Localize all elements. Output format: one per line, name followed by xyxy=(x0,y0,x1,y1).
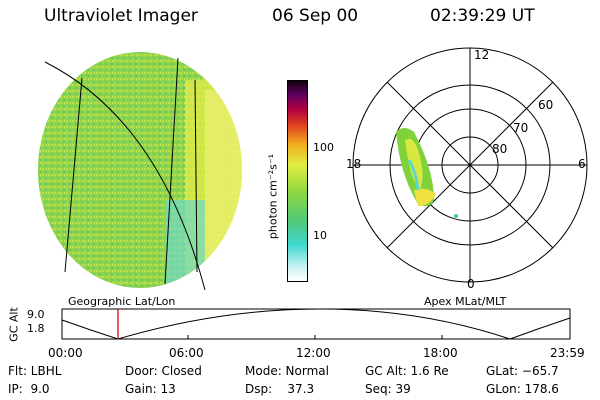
geographic-image xyxy=(38,52,242,291)
geo-caption: Geographic Lat/Lon xyxy=(68,295,176,308)
x-tick-0000: 00:00 xyxy=(48,346,83,360)
info-glon: GLon: 178.6 xyxy=(486,382,559,396)
instrument-title: Ultraviolet Imager xyxy=(44,6,198,26)
colorbar-tick-100: 100 xyxy=(313,141,334,154)
info-glat: GLat: −65.7 xyxy=(486,364,559,378)
geo-disk xyxy=(38,52,242,288)
polar-label-12: 12 xyxy=(474,48,490,62)
time-label: 02:39:29 UT xyxy=(430,6,535,26)
altitude-strip xyxy=(61,308,571,340)
colorbar xyxy=(287,80,308,282)
info-ip: IP: 9.0 xyxy=(8,382,50,396)
info-door: Door: Closed xyxy=(125,364,202,378)
polar-label-6: 6 xyxy=(578,157,586,171)
x-tick-1200: 12:00 xyxy=(296,346,331,360)
altitude-tick-1-8: 1.8 xyxy=(27,322,45,335)
polar-label-18: 18 xyxy=(346,157,362,171)
info-flt: Flt: LBHL xyxy=(8,364,62,378)
polar-lat-80: 80 xyxy=(492,142,508,156)
polar-lat-70: 70 xyxy=(513,121,529,135)
x-tick-0600: 06:00 xyxy=(169,346,204,360)
polar-plot xyxy=(352,47,588,283)
colorbar-tick-10: 10 xyxy=(313,229,327,242)
polar-aurora xyxy=(396,128,458,218)
polar-caption: Apex MLat/MLT xyxy=(424,295,507,308)
geo-grid xyxy=(44,57,206,291)
altitude-tick-9: 9.0 xyxy=(27,308,45,321)
info-mode: Mode: Normal xyxy=(245,364,329,378)
info-dsp: Dsp: 37.3 xyxy=(245,382,315,396)
altitude-axis-label: GC Alt xyxy=(7,307,21,342)
x-tick-2359: 23:59 xyxy=(550,346,585,360)
colorbar-unit-label: photon cm⁻²s⁻¹ xyxy=(266,153,280,240)
polar-lat-60: 60 xyxy=(538,98,554,112)
info-gain: Gain: 13 xyxy=(125,382,176,396)
polar-label-0: 0 xyxy=(467,277,475,291)
date-label: 06 Sep 00 xyxy=(272,6,359,26)
x-tick-1800: 18:00 xyxy=(423,346,458,360)
info-seq: Seq: 39 xyxy=(365,382,411,396)
info-gcalt: GC Alt: 1.6 Re xyxy=(365,364,449,378)
